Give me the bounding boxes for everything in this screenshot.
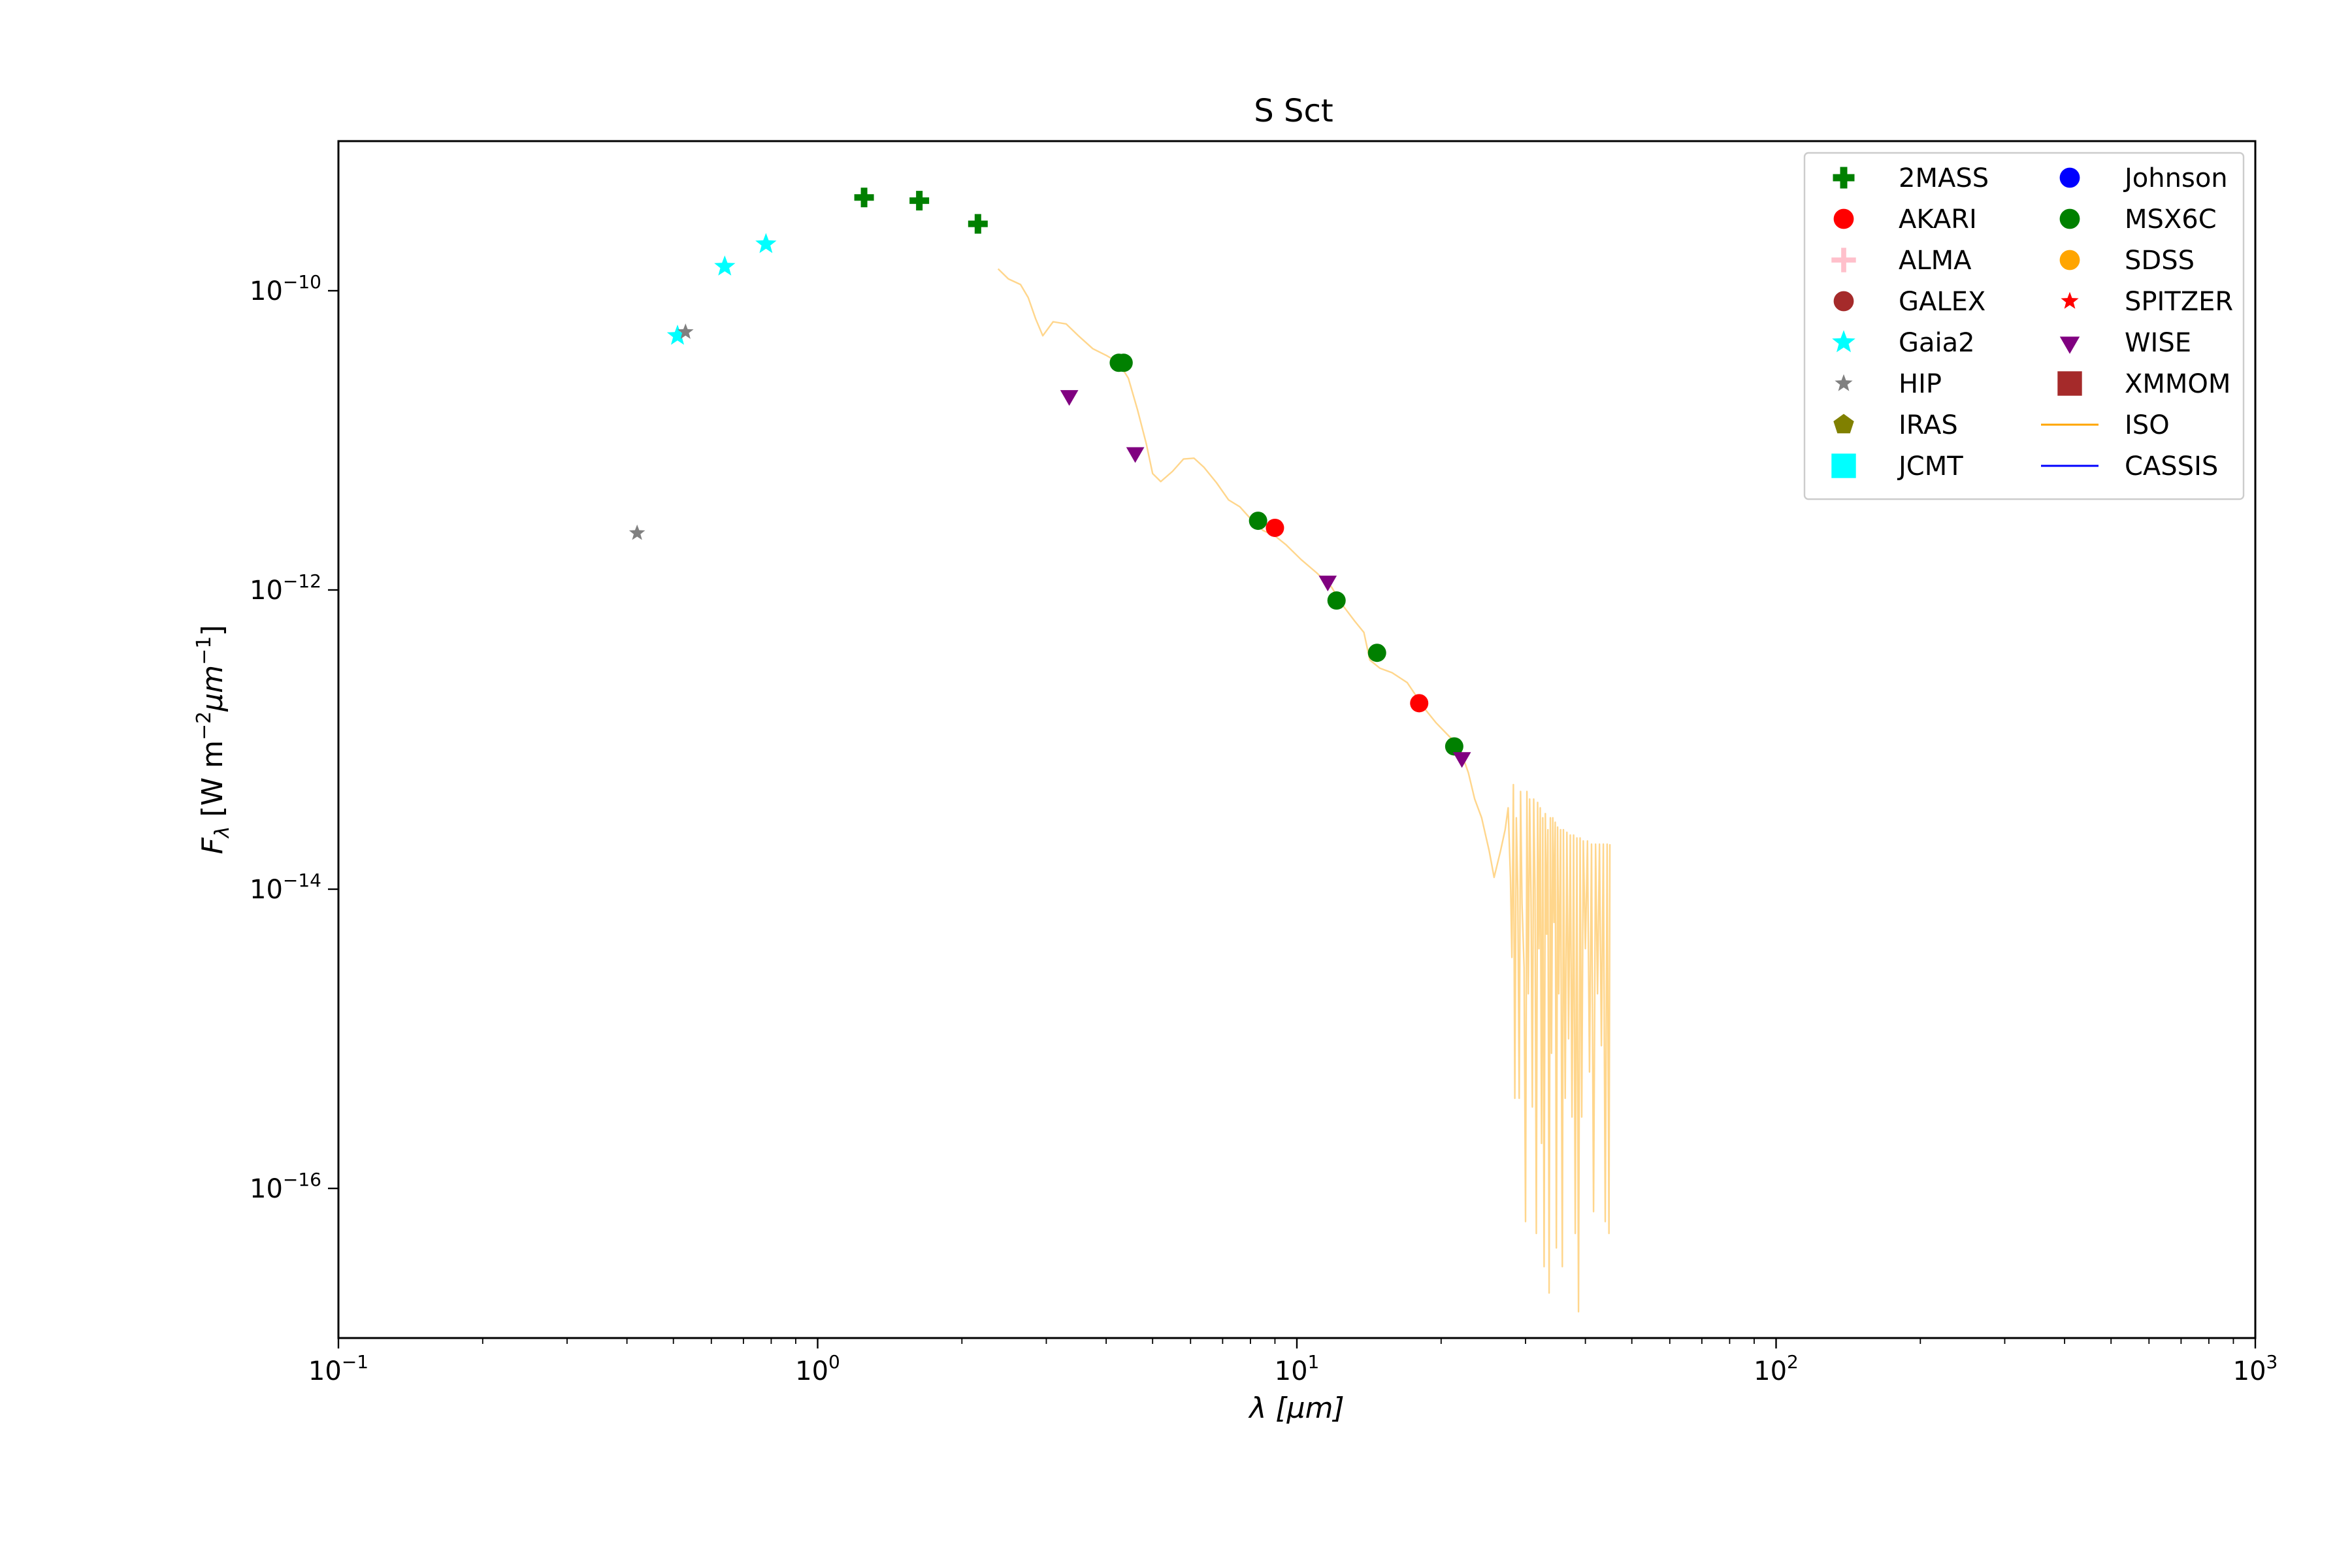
x-axis-label: λ [μm] — [1248, 1392, 1344, 1425]
legend-box — [1803, 152, 2245, 500]
data-point-2mass-0 — [854, 188, 874, 208]
chart-title: S Sct — [1254, 93, 1333, 129]
legend-label: Gaia2 — [1899, 328, 1975, 358]
legend-entry-cassis: CASSIS — [2041, 451, 2218, 482]
legend-marker-swatch — [2059, 250, 2080, 270]
legend-entry-xmmom: XMMOM — [2057, 369, 2230, 399]
legend: 2MASS AKARI ALMA GALEX Gaia2 HIP IRAS JCMT Johns… — [1803, 152, 2245, 500]
legend-marker-swatch — [1833, 208, 1854, 229]
legend-marker-swatch — [1833, 167, 1855, 189]
legend-label: AKARI — [1899, 204, 1977, 235]
x-tick-label: 100 — [795, 1351, 840, 1386]
legend-entry-akari: AKARI — [1833, 204, 1977, 235]
y-axis-label: Fλ [W m−2μm−1] — [193, 625, 234, 854]
data-point-gaia2-0 — [666, 324, 689, 345]
legend-marker-swatch — [2061, 291, 2079, 309]
data-point-msx6c-5 — [1445, 737, 1463, 756]
legend-entry-msx6c: MSX6C — [2059, 204, 2217, 235]
legend-marker-swatch — [1833, 414, 1854, 434]
legend-marker-swatch — [2059, 208, 2080, 229]
legend-entry-2mass: 2MASS — [1833, 163, 1989, 193]
legend-label: JCMT — [1897, 451, 1963, 482]
data-point-msx6c-2 — [1249, 512, 1267, 531]
data-point-msx6c-4 — [1367, 644, 1386, 662]
legend-entry-iso: ISO — [2041, 410, 2170, 440]
legend-marker-swatch — [1831, 248, 1856, 272]
data-point-wise-3 — [1452, 752, 1471, 768]
legend-label: WISE — [2125, 328, 2191, 358]
legend-label: GALEX — [1899, 287, 1985, 317]
legend-marker-swatch — [2059, 167, 2080, 188]
data-point-wise-0 — [1060, 390, 1079, 406]
legend-entry-iras: IRAS — [1833, 410, 1958, 440]
legend-entry-sdss: SDSS — [2059, 246, 2195, 276]
legend-entry-johnson: Johnson — [2059, 163, 2228, 193]
legend-entry-jcmt: JCMT — [1831, 451, 1963, 482]
legend-label: SDSS — [2125, 246, 2195, 276]
data-point-2mass-1 — [909, 191, 930, 211]
legend-label: XMMOM — [2125, 369, 2230, 399]
legend-marker-swatch — [1832, 330, 1855, 353]
x-tick-label: 10−1 — [308, 1351, 368, 1386]
legend-marker-swatch — [2057, 371, 2082, 396]
data-point-hip-0 — [629, 524, 645, 540]
data-point-wise-2 — [1318, 576, 1337, 592]
data-point-hip-1 — [677, 323, 694, 339]
legend-entry-galex: GALEX — [1833, 287, 1985, 317]
data-point-2mass-2 — [968, 214, 988, 234]
data-point-gaia2-2 — [755, 233, 777, 253]
legend-entry-alma: ALMA — [1831, 246, 1972, 276]
data-point-akari-1 — [1410, 694, 1429, 713]
legend-label: ALMA — [1899, 246, 1972, 276]
legend-label: HIP — [1899, 369, 1942, 399]
data-point-msx6c-3 — [1327, 591, 1346, 610]
legend-entry-spitzer: SPITZER — [2061, 287, 2233, 317]
legend-label: MSX6C — [2125, 204, 2217, 235]
legend-label: SPITZER — [2125, 287, 2233, 317]
data-point-akari-0 — [1266, 518, 1284, 537]
legend-label: 2MASS — [1899, 163, 1989, 193]
legend-marker-swatch — [1833, 291, 1854, 312]
legend-entry-hip: HIP — [1835, 369, 1942, 399]
plot-area — [629, 188, 1611, 1313]
legend-label: ISO — [2125, 410, 2170, 440]
spectrum-line-iso — [997, 268, 1611, 1313]
data-point-gaia2-1 — [714, 255, 736, 276]
legend-label: IRAS — [1899, 410, 1958, 440]
data-point-wise-1 — [1126, 447, 1145, 463]
legend-entry-gaia2: Gaia2 — [1832, 328, 1975, 358]
legend-marker-swatch — [1835, 374, 1853, 391]
legend-entry-wise: WISE — [2059, 328, 2191, 358]
legend-marker-swatch — [2059, 336, 2080, 354]
legend-label: Johnson — [2123, 163, 2228, 193]
data-point-msx6c-1 — [1114, 353, 1133, 372]
legend-marker-swatch — [1831, 453, 1856, 478]
legend-label: CASSIS — [2125, 451, 2218, 482]
